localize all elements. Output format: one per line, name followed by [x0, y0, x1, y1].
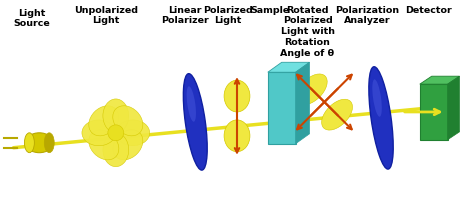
Ellipse shape — [89, 106, 119, 136]
Ellipse shape — [116, 120, 150, 146]
Ellipse shape — [296, 74, 327, 105]
Bar — [420, 84, 447, 140]
Ellipse shape — [103, 133, 129, 167]
Ellipse shape — [82, 120, 116, 146]
Ellipse shape — [113, 106, 143, 136]
Ellipse shape — [108, 125, 124, 141]
Ellipse shape — [89, 130, 119, 160]
Polygon shape — [447, 76, 459, 140]
Text: Unpolarized
Light: Unpolarized Light — [74, 6, 138, 25]
Text: Polarized
Light: Polarized Light — [203, 6, 253, 25]
Polygon shape — [420, 76, 459, 84]
Text: Linear
Polarizer: Linear Polarizer — [162, 6, 209, 25]
Ellipse shape — [26, 133, 53, 153]
Ellipse shape — [373, 79, 382, 117]
Text: Light
Source: Light Source — [13, 9, 50, 28]
Text: Sample: Sample — [250, 6, 290, 15]
Ellipse shape — [103, 99, 129, 133]
Bar — [268, 72, 296, 144]
Ellipse shape — [187, 86, 196, 122]
Text: Rotated
Polarized
Light with
Rotation
Angle of θ: Rotated Polarized Light with Rotation An… — [281, 6, 335, 58]
Ellipse shape — [322, 99, 353, 130]
Ellipse shape — [25, 133, 34, 153]
Polygon shape — [268, 62, 310, 72]
Ellipse shape — [224, 80, 250, 112]
Text: Polarization
Analyzer: Polarization Analyzer — [335, 6, 399, 25]
Ellipse shape — [183, 74, 207, 170]
Ellipse shape — [369, 67, 393, 169]
Ellipse shape — [224, 120, 250, 152]
Ellipse shape — [44, 133, 54, 153]
Ellipse shape — [113, 130, 143, 160]
Polygon shape — [296, 62, 310, 144]
Text: Detector: Detector — [405, 6, 452, 15]
